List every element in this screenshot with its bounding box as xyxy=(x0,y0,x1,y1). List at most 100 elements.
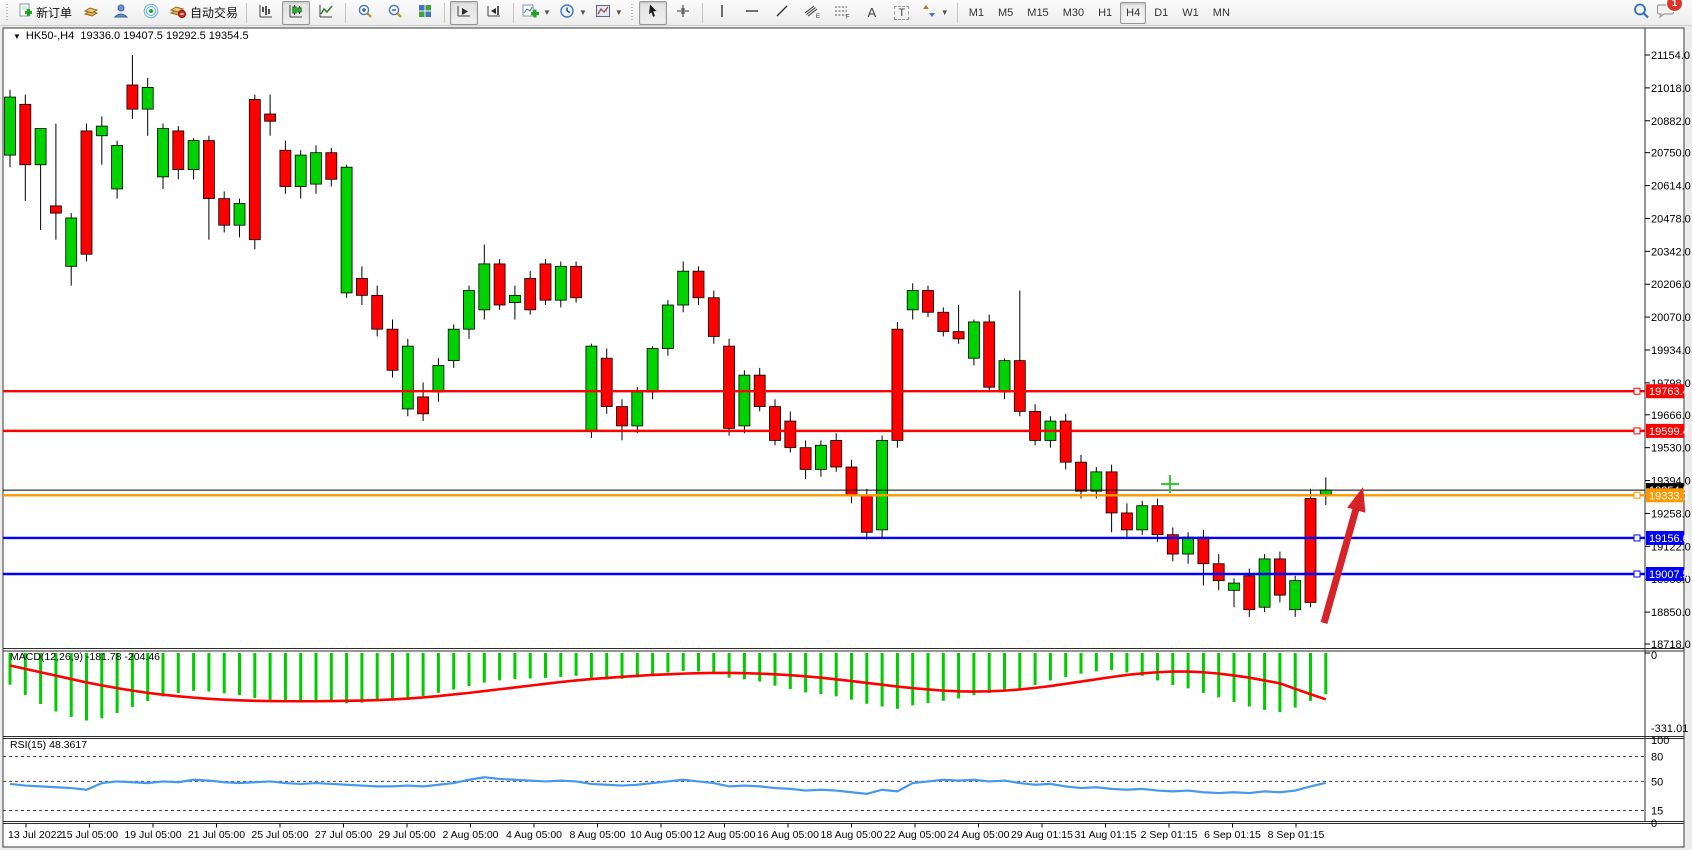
templates-icon xyxy=(595,3,611,22)
tab-timeframe-M5[interactable]: M5 xyxy=(998,6,1014,19)
line-chart-button[interactable] xyxy=(312,1,340,25)
label-button[interactable]: T xyxy=(888,1,916,25)
macd-signal-line xyxy=(9,664,1327,703)
label-icon: T xyxy=(894,5,910,20)
toolbar-grip[interactable] xyxy=(629,3,635,22)
price-axis[interactable]: 21154.0 21018.0 20882.0 20750.0 20614.0 20478… xyxy=(1645,50,1691,651)
chart-ohlc-values: 19336.0 19407.5 19292.5 19354.5 xyxy=(80,30,249,42)
svg-text:19 Jul 05:00: 19 Jul 05:00 xyxy=(124,829,181,841)
svg-text:19530.0: 19530.0 xyxy=(1651,443,1691,455)
indicators-button[interactable]: ▼ xyxy=(519,1,554,25)
signal-button[interactable] xyxy=(137,1,165,25)
svg-text:100: 100 xyxy=(1651,735,1669,747)
svg-text:19763.4: 19763.4 xyxy=(1649,386,1689,398)
toolbar-separator xyxy=(701,2,703,23)
candlestick-icon xyxy=(288,3,304,22)
candlestick-button[interactable] xyxy=(282,0,311,25)
autotrading-button[interactable]: 自动交易 xyxy=(167,1,241,25)
fibonacci-button[interactable]: F xyxy=(828,1,856,25)
toolbar-grip[interactable] xyxy=(5,3,10,22)
text-button[interactable]: A xyxy=(858,1,886,25)
tab-timeframe-H4[interactable]: H4 xyxy=(1120,1,1147,24)
cursor-icon xyxy=(645,3,661,22)
text-icon: A xyxy=(867,5,877,20)
zoom-out-button[interactable] xyxy=(381,1,409,25)
svg-text:13 Jul 2022: 13 Jul 2022 xyxy=(8,829,62,841)
zoom-in-button[interactable] xyxy=(351,1,379,25)
notifications-button[interactable]: 1 xyxy=(1656,0,1683,24)
hline-price-label: 19599.4 xyxy=(1646,423,1689,438)
hline-price-label: 19763.4 xyxy=(1646,384,1689,399)
profile-icon xyxy=(113,3,129,22)
tab-timeframe-D1[interactable]: D1 xyxy=(1154,6,1169,19)
trendline-button[interactable] xyxy=(768,1,796,25)
svg-text:18850.0: 18850.0 xyxy=(1651,607,1691,619)
notification-badge[interactable]: 1 xyxy=(1666,0,1683,12)
search-button[interactable] xyxy=(1627,1,1655,25)
search-icon xyxy=(1632,2,1650,23)
svg-text:20070.0: 20070.0 xyxy=(1651,312,1691,324)
hline-price-label: 19156.6 xyxy=(1646,530,1689,545)
macd-panel[interactable]: 0 -331.01 xyxy=(8,650,1688,735)
tab-timeframe-M1[interactable]: M1 xyxy=(968,6,984,19)
crosshair-button[interactable] xyxy=(669,1,697,25)
chart-title[interactable]: ▼ HK50-,H4 19336.0 19407.5 19292.5 19354.… xyxy=(13,30,249,42)
svg-text:80: 80 xyxy=(1651,752,1663,764)
svg-text:27 Jul 05:00: 27 Jul 05:00 xyxy=(315,829,372,841)
rsi-indicator-label: RSI(15) 48.3617 xyxy=(10,739,87,751)
svg-text:0: 0 xyxy=(1651,650,1657,662)
tab-timeframe-W1[interactable]: W1 xyxy=(1182,6,1199,19)
tile-windows-icon xyxy=(417,3,433,22)
fibonacci-icon: F xyxy=(833,3,851,22)
svg-text:19934.0: 19934.0 xyxy=(1651,345,1691,357)
svg-text:18718.0: 18718.0 xyxy=(1651,639,1691,651)
vertical-line-icon xyxy=(715,3,729,22)
svg-text:16 Aug 05:00: 16 Aug 05:00 xyxy=(757,829,819,841)
macd-values: -181.78 -204.46 xyxy=(85,651,161,663)
profile-button[interactable] xyxy=(107,1,135,25)
cursor-button[interactable] xyxy=(638,0,667,25)
new-order-button[interactable]: 新订单 xyxy=(14,1,75,25)
tab-timeframe-M15[interactable]: M15 xyxy=(1027,6,1049,19)
templates-button[interactable]: ▼ xyxy=(592,1,626,25)
gold-box-icon xyxy=(83,3,99,22)
svg-text:31 Aug 01:15: 31 Aug 01:15 xyxy=(1075,829,1137,841)
tab-timeframe-H1[interactable]: H1 xyxy=(1098,6,1113,19)
svg-text:2 Sep 01:15: 2 Sep 01:15 xyxy=(1141,829,1198,841)
chart-shift-icon xyxy=(486,3,502,22)
svg-text:-331.01: -331.01 xyxy=(1651,723,1688,735)
tab-timeframe-MN[interactable]: MN xyxy=(1212,6,1230,19)
up-arrow-annotation[interactable] xyxy=(1320,487,1366,624)
tile-windows-button[interactable] xyxy=(411,1,439,25)
gold-box-button[interactable] xyxy=(77,1,105,25)
vertical-line-button[interactable] xyxy=(708,1,736,25)
tab-timeframe-M30[interactable]: M30 xyxy=(1062,6,1085,19)
svg-text:19258.0: 19258.0 xyxy=(1651,508,1691,520)
svg-text:20614.0: 20614.0 xyxy=(1651,181,1691,193)
svg-text:20882.0: 20882.0 xyxy=(1651,116,1691,128)
auto-scroll-button[interactable] xyxy=(450,0,479,25)
svg-text:20342.0: 20342.0 xyxy=(1651,246,1691,258)
bar-chart-button[interactable] xyxy=(252,1,280,25)
horizontal-line-objects[interactable] xyxy=(3,387,1645,578)
toolbar-separator xyxy=(246,2,248,23)
rsi-panel[interactable]: 100 80 50 150 xyxy=(3,735,1669,830)
horizontal-line-button[interactable] xyxy=(738,1,766,25)
periods-button[interactable]: ▼ xyxy=(556,1,590,25)
svg-text:21 Jul 05:00: 21 Jul 05:00 xyxy=(188,829,245,841)
hline-price-label: 19333.1 xyxy=(1646,488,1689,503)
arrows-button[interactable]: ▼ xyxy=(918,1,952,25)
channel-button[interactable]: E xyxy=(798,1,826,25)
svg-text:25 Jul 05:00: 25 Jul 05:00 xyxy=(251,829,308,841)
chart-title-caret-icon[interactable]: ▼ xyxy=(13,32,21,41)
svg-text:15 Jul 05:00: 15 Jul 05:00 xyxy=(61,829,118,841)
cross-marker[interactable] xyxy=(1161,475,1179,493)
chart-shift-button[interactable] xyxy=(480,1,508,25)
svg-text:15: 15 xyxy=(1651,806,1663,818)
macd-name: MACD(12,26,9) xyxy=(10,651,83,663)
macd-indicator-label: MACD(12,26,9) -181.78 -204.46 xyxy=(10,651,160,663)
autotrading-label: 自动交易 xyxy=(190,6,239,20)
horizontal-line-icon xyxy=(744,3,760,22)
